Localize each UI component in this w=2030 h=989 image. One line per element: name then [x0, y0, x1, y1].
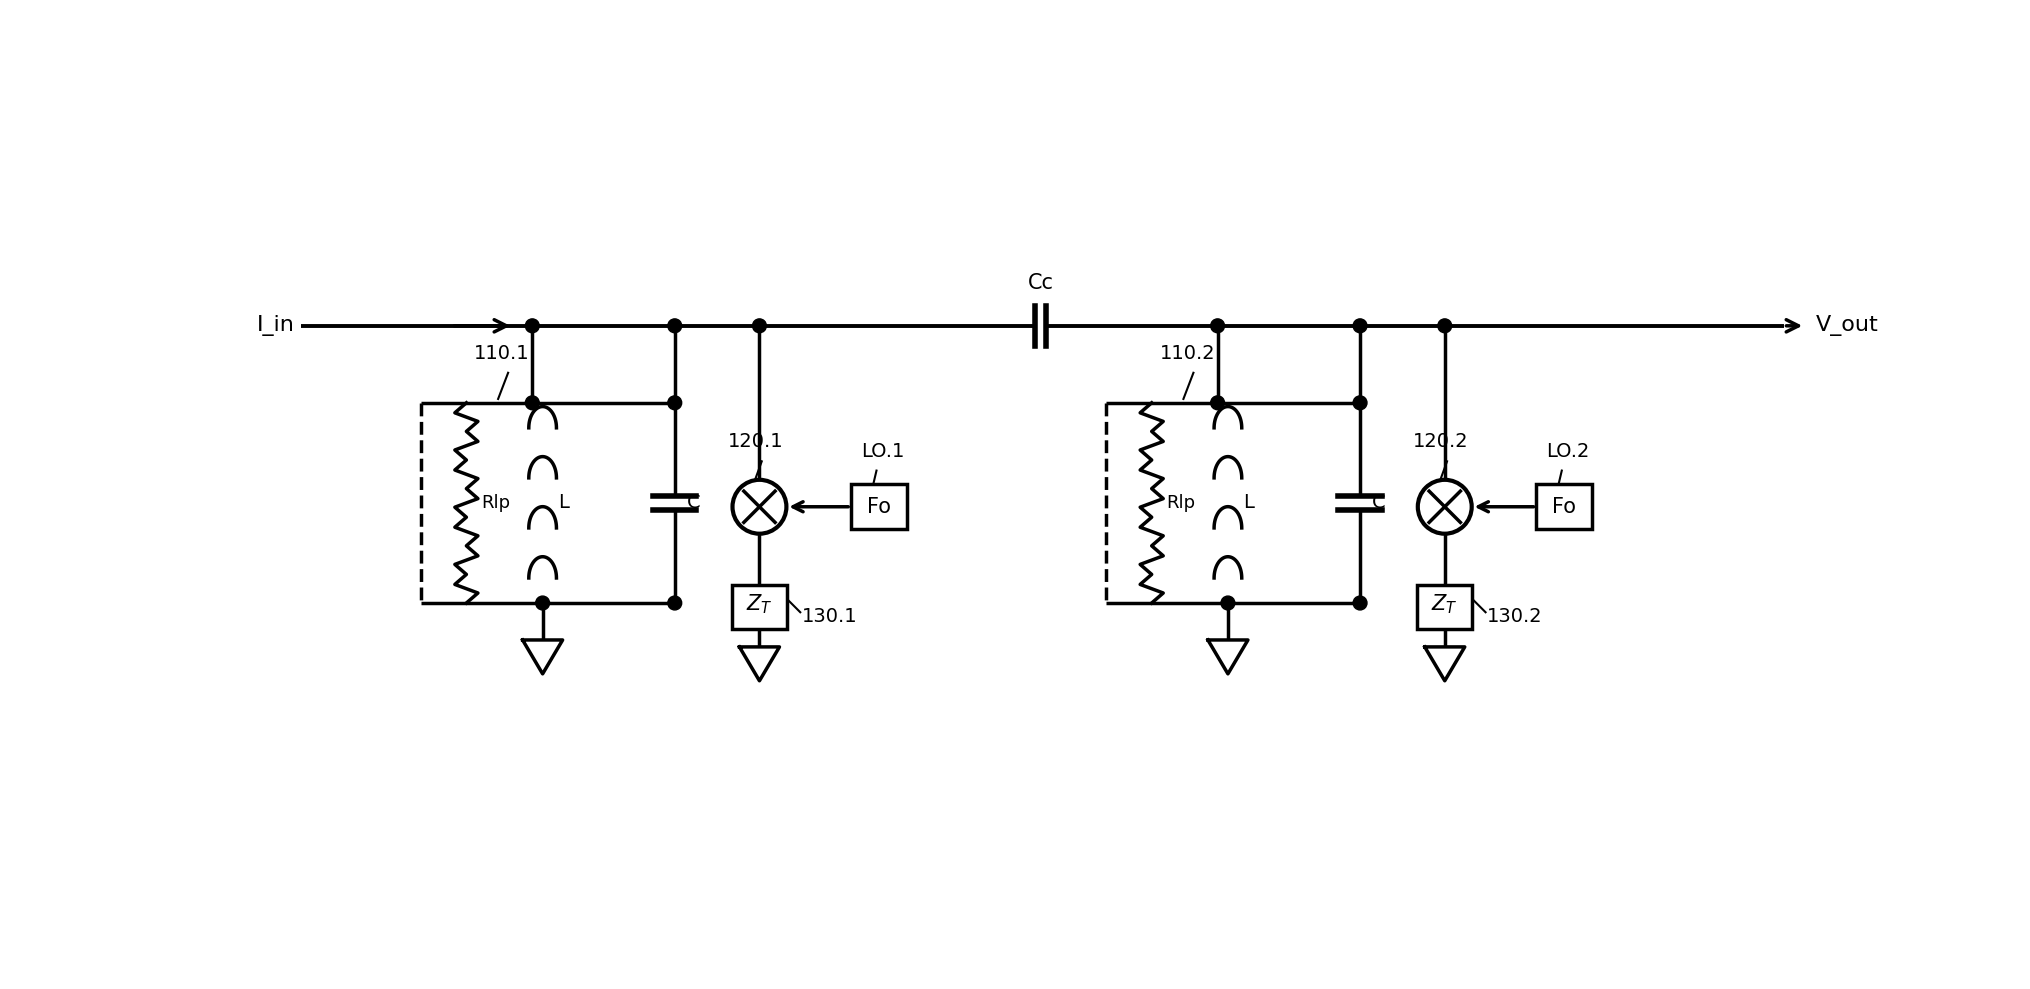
Circle shape [526, 396, 540, 409]
Circle shape [1210, 396, 1224, 409]
Text: 130.1: 130.1 [802, 606, 857, 626]
Circle shape [668, 596, 682, 610]
Text: 120.2: 120.2 [1413, 432, 1468, 451]
Circle shape [1352, 596, 1366, 610]
Text: V_out: V_out [1815, 315, 1878, 336]
Bar [1535, 485, 1592, 529]
Circle shape [1220, 596, 1234, 610]
Circle shape [526, 318, 540, 332]
Text: I_in: I_in [258, 315, 294, 336]
Bar [1417, 584, 1472, 629]
Text: L: L [1242, 494, 1255, 512]
Bar [731, 584, 788, 629]
Circle shape [668, 318, 682, 332]
Text: C: C [686, 494, 700, 512]
Text: Fo: Fo [1551, 496, 1575, 517]
Circle shape [1352, 396, 1366, 409]
Text: C: C [1372, 494, 1384, 512]
Circle shape [753, 318, 765, 332]
Text: $Z_T$: $Z_T$ [745, 592, 771, 615]
Text: Fo: Fo [867, 496, 891, 517]
Circle shape [536, 596, 550, 610]
Text: $Z_T$: $Z_T$ [1431, 592, 1458, 615]
Text: Cc: Cc [1027, 274, 1054, 294]
Bar [851, 485, 905, 529]
Text: LO.1: LO.1 [861, 441, 903, 461]
Text: Rlp: Rlp [481, 494, 510, 512]
Circle shape [1210, 318, 1224, 332]
Text: 130.2: 130.2 [1486, 606, 1543, 626]
Text: LO.2: LO.2 [1545, 441, 1589, 461]
Text: 120.1: 120.1 [727, 432, 784, 451]
Circle shape [1352, 318, 1366, 332]
Text: Rlp: Rlp [1165, 494, 1196, 512]
Text: 110.1: 110.1 [473, 344, 530, 363]
Circle shape [668, 396, 682, 409]
Text: L: L [558, 494, 568, 512]
Circle shape [1437, 318, 1451, 332]
Text: 110.2: 110.2 [1159, 344, 1214, 363]
